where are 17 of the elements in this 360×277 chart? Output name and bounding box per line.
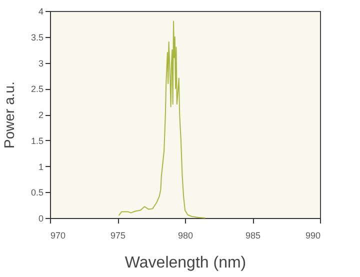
y-tick-label: 3 [38,58,44,68]
x-axis-title: Wavelength (nm) [124,254,246,272]
y-axis-title: Power a.u. [0,82,17,148]
y-tick-label: 1.5 [30,136,44,146]
x-tick-label: 970 [50,230,66,240]
x-tick-label: 985 [245,230,261,240]
x-tick-label: 980 [178,230,194,240]
y-tick-label: 0.5 [30,188,44,198]
line-series [118,20,206,218]
y-tick-label: 0 [38,214,44,224]
y-tick-label: 2 [38,110,44,120]
x-tick-label: 975 [110,230,126,240]
y-tick-label: 4 [38,6,44,16]
y-tick-label: 3.5 [30,32,44,42]
y-tick-label: 2.5 [30,84,44,94]
y-tick-label: 1 [38,162,44,172]
x-tick-label: 990 [305,230,320,240]
